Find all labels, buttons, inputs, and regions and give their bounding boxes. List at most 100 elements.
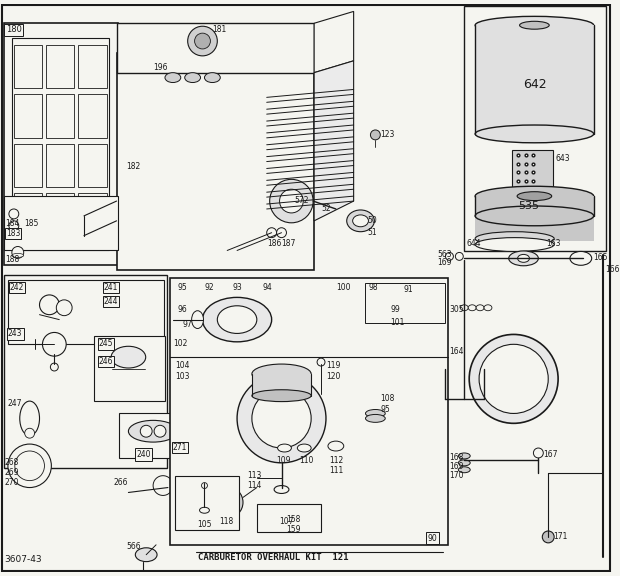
Text: 159: 159 — [286, 525, 301, 534]
Ellipse shape — [365, 415, 385, 422]
Text: 535: 535 — [518, 201, 539, 211]
Ellipse shape — [135, 548, 157, 562]
Bar — [46, 144, 74, 187]
Text: 170: 170 — [450, 471, 464, 480]
Text: 643: 643 — [555, 154, 570, 162]
Text: 268: 268 — [5, 458, 19, 467]
Ellipse shape — [475, 125, 594, 143]
Bar — [46, 45, 74, 89]
Text: 90: 90 — [428, 534, 438, 543]
Circle shape — [533, 448, 543, 458]
Text: 110: 110 — [299, 456, 314, 465]
Circle shape — [140, 425, 152, 437]
Text: 181: 181 — [213, 25, 227, 34]
Bar — [257, 505, 321, 532]
Text: 99: 99 — [390, 305, 400, 314]
Ellipse shape — [200, 507, 210, 513]
Bar — [475, 25, 594, 134]
Text: 93: 93 — [232, 283, 242, 292]
Ellipse shape — [458, 467, 470, 473]
Text: 3607-43: 3607-43 — [4, 555, 42, 564]
Polygon shape — [314, 61, 353, 221]
Text: 644: 644 — [466, 238, 481, 248]
Circle shape — [56, 300, 72, 316]
Bar — [117, 23, 314, 73]
Ellipse shape — [185, 73, 200, 82]
Text: 169: 169 — [450, 462, 464, 471]
Polygon shape — [314, 12, 353, 73]
Ellipse shape — [475, 238, 554, 252]
Text: 184: 184 — [5, 219, 19, 228]
Circle shape — [15, 451, 45, 480]
Ellipse shape — [518, 255, 529, 262]
Ellipse shape — [458, 460, 470, 466]
Ellipse shape — [475, 16, 594, 34]
Bar — [14, 94, 42, 138]
Ellipse shape — [475, 232, 554, 245]
Text: 51: 51 — [368, 228, 377, 237]
Text: 271: 271 — [173, 443, 187, 452]
Circle shape — [280, 190, 303, 213]
Circle shape — [195, 33, 210, 49]
Text: CARBURETOR OVERHAUL KIT  121: CARBURETOR OVERHAUL KIT 121 — [198, 553, 348, 562]
Circle shape — [317, 358, 325, 366]
Ellipse shape — [128, 420, 178, 442]
Text: 188: 188 — [5, 255, 19, 264]
Bar — [46, 94, 74, 138]
Bar — [78, 94, 107, 138]
Ellipse shape — [274, 486, 289, 494]
Text: 96: 96 — [178, 305, 188, 314]
Bar — [252, 374, 311, 396]
Text: 52: 52 — [321, 204, 330, 213]
Text: 97: 97 — [183, 320, 192, 329]
Bar — [117, 53, 314, 270]
Text: 246: 246 — [99, 357, 113, 366]
Ellipse shape — [517, 192, 552, 200]
Text: 180: 180 — [6, 25, 22, 34]
Text: 171: 171 — [553, 532, 567, 541]
Ellipse shape — [205, 73, 220, 82]
Circle shape — [446, 252, 453, 260]
Text: 114: 114 — [247, 480, 261, 490]
Text: 196: 196 — [153, 63, 167, 72]
Text: 240: 240 — [136, 450, 151, 459]
Text: 243: 243 — [8, 329, 22, 339]
Bar — [78, 144, 107, 187]
Ellipse shape — [347, 210, 374, 232]
Text: 169: 169 — [438, 259, 452, 267]
Ellipse shape — [111, 346, 146, 368]
Circle shape — [9, 209, 19, 219]
Ellipse shape — [570, 252, 591, 266]
Text: 642: 642 — [523, 78, 547, 90]
Bar — [94, 336, 165, 401]
Ellipse shape — [252, 364, 311, 384]
Text: 113: 113 — [247, 471, 261, 480]
Text: 119: 119 — [326, 361, 340, 370]
Circle shape — [202, 483, 208, 488]
Ellipse shape — [203, 297, 272, 342]
Ellipse shape — [365, 410, 385, 418]
Ellipse shape — [192, 310, 203, 328]
Text: 95: 95 — [178, 283, 188, 292]
Circle shape — [188, 26, 218, 56]
Text: 241: 241 — [104, 283, 118, 292]
Text: 566: 566 — [126, 542, 141, 551]
Bar — [14, 45, 42, 89]
Bar — [170, 278, 448, 545]
Circle shape — [153, 476, 173, 495]
Text: 102: 102 — [173, 339, 187, 348]
Text: 266: 266 — [113, 478, 128, 487]
Text: 107: 107 — [280, 517, 294, 526]
Text: 103: 103 — [175, 372, 189, 381]
Bar — [78, 45, 107, 89]
Text: 305: 305 — [450, 305, 464, 314]
Text: 168: 168 — [450, 453, 464, 462]
Ellipse shape — [509, 251, 538, 266]
Circle shape — [50, 363, 58, 371]
Circle shape — [25, 429, 35, 438]
Circle shape — [270, 179, 313, 223]
Text: 164: 164 — [450, 347, 464, 357]
Text: 111: 111 — [329, 466, 343, 475]
Ellipse shape — [328, 441, 343, 451]
Text: 108: 108 — [380, 393, 395, 403]
